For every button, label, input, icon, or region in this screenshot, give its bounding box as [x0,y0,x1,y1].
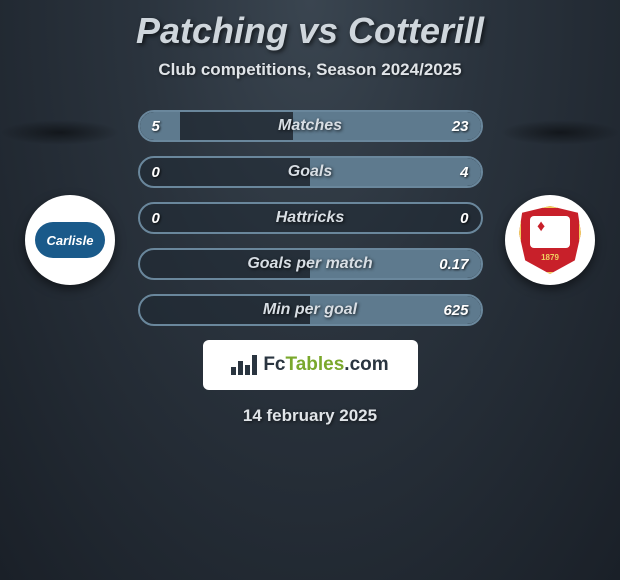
carlisle-logo: Carlisle [35,222,105,258]
stat-row: Goals per match0.17 [138,248,483,280]
comparison-date: 14 february 2025 [0,406,620,426]
club-badge-right: ♦ 1879 [505,195,595,285]
stat-right-value: 4 [460,164,468,181]
swindon-crest: ♦ 1879 [519,206,581,274]
stat-right-value: 0 [460,210,468,227]
stat-right-value: 625 [443,302,468,319]
stat-right-value: 0.17 [439,256,468,273]
stat-row: 0Goals4 [138,156,483,188]
brand-part3: .com [344,354,388,375]
brand-text: FcTables.com [263,354,388,376]
stat-label: Goals [140,163,481,181]
stat-label: Matches [140,117,481,135]
stat-label: Min per goal [140,301,481,319]
stat-row: 5Matches23 [138,110,483,142]
subtitle: Club competitions, Season 2024/2025 [0,60,620,80]
brand-part2: Tables [286,354,345,375]
stat-label: Hattricks [140,209,481,227]
page-title: Patching vs Cotterill [0,0,620,52]
brand-logo[interactable]: FcTables.com [203,340,418,390]
stat-label: Goals per match [140,255,481,273]
stat-right-value: 23 [452,118,469,135]
club-badge-left: Carlisle [25,195,115,285]
crest-year: 1879 [519,253,581,262]
comparison-panel: Carlisle ♦ 1879 5Matches230Goals40Hattri… [0,110,620,426]
player-shadow-left [0,120,120,145]
stat-row: 0Hattricks0 [138,202,483,234]
stats-list: 5Matches230Goals40Hattricks0Goals per ma… [138,110,483,326]
chart-icon [231,355,257,375]
stat-row: Min per goal625 [138,294,483,326]
player-shadow-right [500,120,620,145]
brand-part1: Fc [263,354,285,375]
bird-icon: ♦ [537,218,545,236]
